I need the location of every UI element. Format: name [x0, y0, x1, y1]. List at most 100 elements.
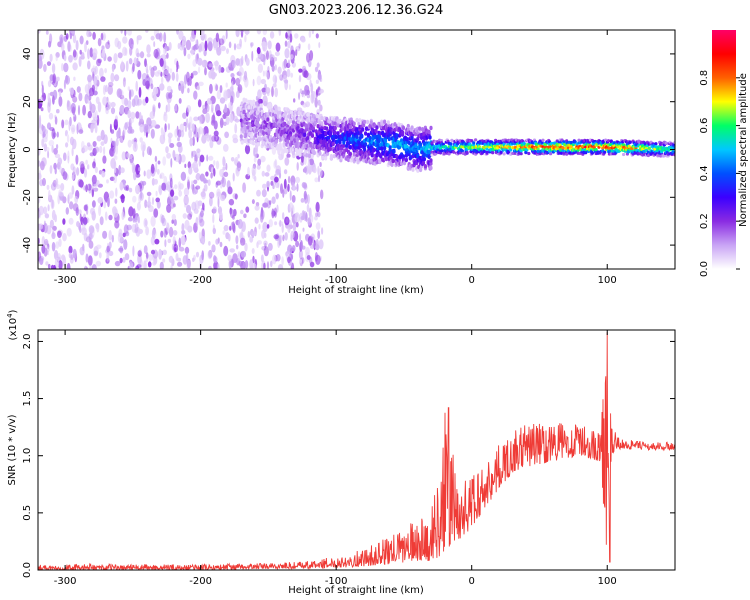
- spectrogram-cell: [86, 142, 91, 147]
- colorbar: 0.0 0.2 0.4 0.6 0.8 Normalized spectral ampl…: [699, 30, 749, 277]
- spectrogram-cell: [110, 129, 115, 134]
- spectrogram-cell: [63, 152, 67, 161]
- spectrogram-cell: [139, 180, 144, 191]
- spectrogram-cell: [71, 147, 74, 157]
- spectrogram-cell: [47, 150, 50, 159]
- spectrogram-cell: [252, 255, 255, 264]
- spectrogram-signal-cell: [252, 99, 256, 105]
- spectrogram-signal-cell: [279, 146, 283, 151]
- spectrogram-cell: [288, 202, 294, 212]
- spectrogram-cell: [134, 222, 139, 233]
- spectrogram-cell: [193, 179, 198, 185]
- spectrogram-cell: [97, 101, 102, 113]
- spectrogram-cell: [38, 160, 41, 167]
- spectrogram-cell: [110, 158, 116, 169]
- spectrogram-cell: [223, 224, 229, 232]
- spectrogram-cell: [274, 176, 279, 183]
- spectrogram-cell: [191, 49, 194, 56]
- spectrogram-cell: [79, 35, 84, 45]
- spectrogram-cell: [42, 125, 46, 134]
- spectrogram-cell: [84, 265, 87, 269]
- spectrogram-cell: [39, 96, 44, 104]
- spectrogram-cell: [220, 194, 226, 202]
- spectrogram-cell: [314, 66, 319, 73]
- spectrogram-cell: [284, 48, 290, 59]
- spectrogram-signal-cell: [314, 129, 318, 134]
- spectrogram-cell: [208, 265, 212, 269]
- spectrogram-cell: [89, 102, 93, 107]
- spectrogram-cell: [316, 62, 320, 68]
- spectrogram-cell: [107, 40, 110, 45]
- spectrogram-signal-cell: [352, 152, 356, 157]
- spectrogram-y-ticks: -40 -20 0 20 40: [22, 48, 675, 253]
- spectrogram-cell: [83, 168, 88, 178]
- spectrogram-cell: [122, 232, 126, 238]
- spectrogram-cell: [63, 54, 67, 62]
- colorbar-gradient: [712, 30, 736, 269]
- spectrogram-cell: [301, 182, 306, 188]
- spectrogram-cell: [49, 53, 53, 62]
- spectrogram-signal-cell: [664, 141, 668, 145]
- spectrogram-cell: [41, 236, 45, 247]
- colorbar-tick-label: 0.8: [699, 70, 710, 86]
- spectrogram-cell: [47, 263, 51, 269]
- spectrogram-cell: [176, 125, 179, 136]
- spectrogram-cell: [247, 230, 251, 238]
- spectrogram-cell: [213, 130, 219, 137]
- spectrogram-signal-cell: [342, 143, 346, 148]
- spectrogram-cell: [307, 236, 313, 246]
- spectrogram-cell: [93, 250, 99, 257]
- spectrogram-cell: [230, 95, 234, 106]
- spectrogram-signal-cell: [584, 150, 588, 154]
- spectrogram-signal-cell: [653, 147, 657, 151]
- spectrogram-cell: [120, 30, 123, 34]
- spectrogram-signal-cell: [428, 135, 432, 140]
- y-tick-label: 2.0: [22, 333, 33, 349]
- spectrogram-cell: [113, 118, 118, 126]
- spectrogram-signal-cell: [383, 146, 387, 151]
- spectrogram-cell: [306, 93, 311, 99]
- spectrogram-cell: [162, 249, 167, 255]
- spectrogram-cell: [274, 221, 278, 226]
- spectrogram-cell: [277, 264, 284, 269]
- spectrogram-cell: [223, 143, 229, 152]
- spectrogram-cell: [232, 137, 239, 144]
- spectrogram-cell: [182, 35, 187, 46]
- spectrogram-signal-cell: [422, 156, 426, 162]
- spectrogram-cell: [76, 167, 80, 176]
- spectrogram-cell: [153, 41, 156, 48]
- spectrogram-cell: [285, 217, 289, 224]
- spectrogram-cell: [56, 131, 59, 138]
- spectrogram-cell: [177, 137, 180, 142]
- spectrogram-cell: [68, 217, 74, 225]
- spectrogram-cell: [233, 43, 237, 51]
- spectrogram-cell: [124, 47, 128, 56]
- spectrogram-cell: [265, 87, 271, 94]
- spectrogram-cell: [66, 262, 71, 269]
- spectrogram-signal-cell: [477, 145, 481, 149]
- spectrogram-cell: [296, 162, 299, 171]
- spectrogram-signal-cell: [549, 152, 553, 156]
- spectrogram-cell: [216, 46, 222, 56]
- spectrogram-cell: [261, 189, 267, 198]
- spectrogram-cell: [124, 30, 127, 36]
- spectrogram-signal-cell: [419, 167, 423, 173]
- snr-x-axis-label: Height of straight line (km): [288, 585, 424, 596]
- spectrogram-cell: [187, 213, 193, 220]
- spectrogram-cell: [254, 217, 259, 224]
- spectrogram-signal-cell: [383, 119, 387, 124]
- spectrogram-signal-cell: [350, 156, 354, 161]
- x-tick-label: 100: [598, 275, 617, 286]
- spectrogram-signal-cell: [348, 151, 352, 157]
- spectrogram-cell: [195, 251, 200, 258]
- spectrogram-x-axis-label: Height of straight line (km): [288, 285, 424, 296]
- spectrogram-x-ticks: -300 -200 -100 0 100: [54, 30, 617, 286]
- spectrogram-cell: [286, 68, 291, 78]
- spectrogram-cell: [61, 63, 64, 72]
- spectrogram-cell: [159, 58, 164, 67]
- spectrogram-signal-cell: [340, 146, 344, 151]
- spectrogram-cell: [198, 66, 201, 74]
- spectrogram-cell: [207, 41, 213, 52]
- x-tick-label: -100: [325, 576, 348, 587]
- spectrogram-cell: [78, 209, 82, 215]
